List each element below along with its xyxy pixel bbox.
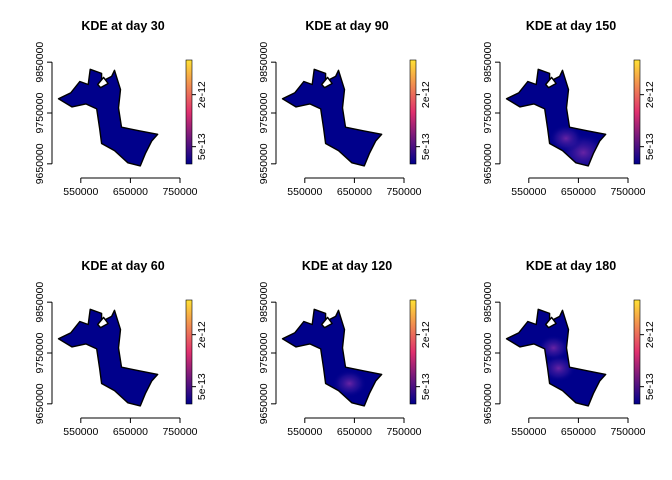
legend-colorbar [185, 59, 193, 165]
panel-title: KDE at day 180 [526, 259, 616, 273]
legend-tick-label: 2e-12 [644, 81, 656, 108]
legend-tick-label: 5e-13 [420, 373, 432, 400]
x-tick-label: 650000 [337, 426, 372, 438]
y-tick-label: 9850000 [34, 42, 46, 83]
x-tick-label: 650000 [561, 426, 596, 438]
density-hotspot [549, 124, 583, 153]
region-hole [545, 316, 557, 329]
y-tick-label: 9650000 [482, 383, 494, 424]
region-hole [321, 316, 333, 329]
legend-tick-label: 2e-12 [196, 321, 208, 348]
y-tick-label: 9650000 [34, 143, 46, 184]
kde-panel-day-30: KDE at day 30 550000 650000 750000 9650000 97… [34, 19, 208, 198]
kde-panel-day-90: KDE at day 90 550000 650000 750000 9650000 97… [258, 19, 432, 198]
y-tick-label: 9750000 [482, 92, 494, 133]
x-tick-label: 550000 [287, 426, 322, 438]
density-hotspot [541, 354, 576, 382]
x-tick-label: 650000 [113, 186, 148, 198]
y-tick-label: 9650000 [258, 143, 270, 184]
y-tick-label: 9650000 [258, 383, 270, 424]
legend-tick-label: 2e-12 [420, 321, 432, 348]
region-outline [57, 308, 159, 407]
y-tick-label: 9850000 [258, 282, 270, 323]
legend-colorbar [409, 59, 417, 165]
x-tick-label: 750000 [386, 426, 421, 438]
y-tick-label: 9750000 [34, 92, 46, 133]
legend-tick-label: 5e-13 [644, 373, 656, 400]
kde-panel-day-120: KDE at day 120 550000 650000 750000 9650000 9… [258, 259, 432, 438]
study-region [282, 69, 382, 166]
region-outline [281, 68, 383, 167]
x-tick-label: 550000 [287, 186, 322, 198]
panel-title: KDE at day 30 [81, 19, 164, 33]
region-outline [281, 308, 383, 407]
x-tick-label: 750000 [610, 186, 645, 198]
y-tick-label: 9650000 [482, 143, 494, 184]
region-hole [96, 316, 109, 329]
legend-tick-label: 2e-12 [420, 81, 432, 108]
y-tick-label: 9750000 [258, 332, 270, 373]
legend-colorbar [633, 59, 641, 165]
density-hotspot [332, 369, 367, 398]
legend-colorbar [633, 299, 641, 405]
y-tick-label: 9650000 [34, 383, 46, 424]
y-tick-label: 9750000 [34, 332, 46, 373]
x-tick-label: 550000 [511, 186, 546, 198]
x-tick-label: 750000 [162, 186, 197, 198]
region-hole [96, 76, 109, 89]
y-tick-label: 9750000 [482, 332, 494, 373]
x-tick-label: 550000 [63, 426, 98, 438]
y-tick-label: 9850000 [258, 42, 270, 83]
region-hole [321, 76, 333, 89]
x-tick-label: 650000 [337, 186, 372, 198]
x-tick-label: 650000 [113, 426, 148, 438]
y-tick-label: 9850000 [34, 282, 46, 323]
legend-tick-label: 5e-13 [420, 133, 432, 160]
x-tick-label: 750000 [610, 426, 645, 438]
legend-colorbar [409, 299, 417, 405]
panel-title: KDE at day 120 [302, 259, 392, 273]
x-tick-label: 550000 [63, 186, 98, 198]
legend-tick-label: 2e-12 [644, 321, 656, 348]
region-outline [505, 68, 607, 167]
kde-panel-day-180: KDE at day 180 550000 650000 750000 9650000 9… [482, 259, 656, 438]
legend-tick-label: 5e-13 [196, 373, 208, 400]
legend-colorbar [185, 299, 193, 405]
x-tick-label: 750000 [162, 426, 197, 438]
panel-title: KDE at day 90 [305, 19, 388, 33]
x-tick-label: 650000 [561, 186, 596, 198]
region-hole [545, 76, 557, 89]
legend-tick-label: 5e-13 [644, 133, 656, 160]
legend-tick-label: 5e-13 [196, 133, 208, 160]
study-region [58, 309, 158, 406]
panel-title: KDE at day 60 [81, 259, 164, 273]
legend-tick-label: 2e-12 [196, 81, 208, 108]
x-tick-label: 750000 [386, 186, 421, 198]
kde-panel-day-60: KDE at day 60 550000 650000 750000 9650000 97… [34, 259, 208, 438]
y-tick-label: 9750000 [258, 92, 270, 133]
study-region [58, 69, 158, 166]
y-tick-label: 9850000 [482, 42, 494, 83]
y-tick-label: 9850000 [482, 282, 494, 323]
region-outline [505, 308, 607, 407]
panel-title: KDE at day 150 [526, 19, 616, 33]
region-outline [57, 68, 159, 167]
x-tick-label: 550000 [511, 426, 546, 438]
